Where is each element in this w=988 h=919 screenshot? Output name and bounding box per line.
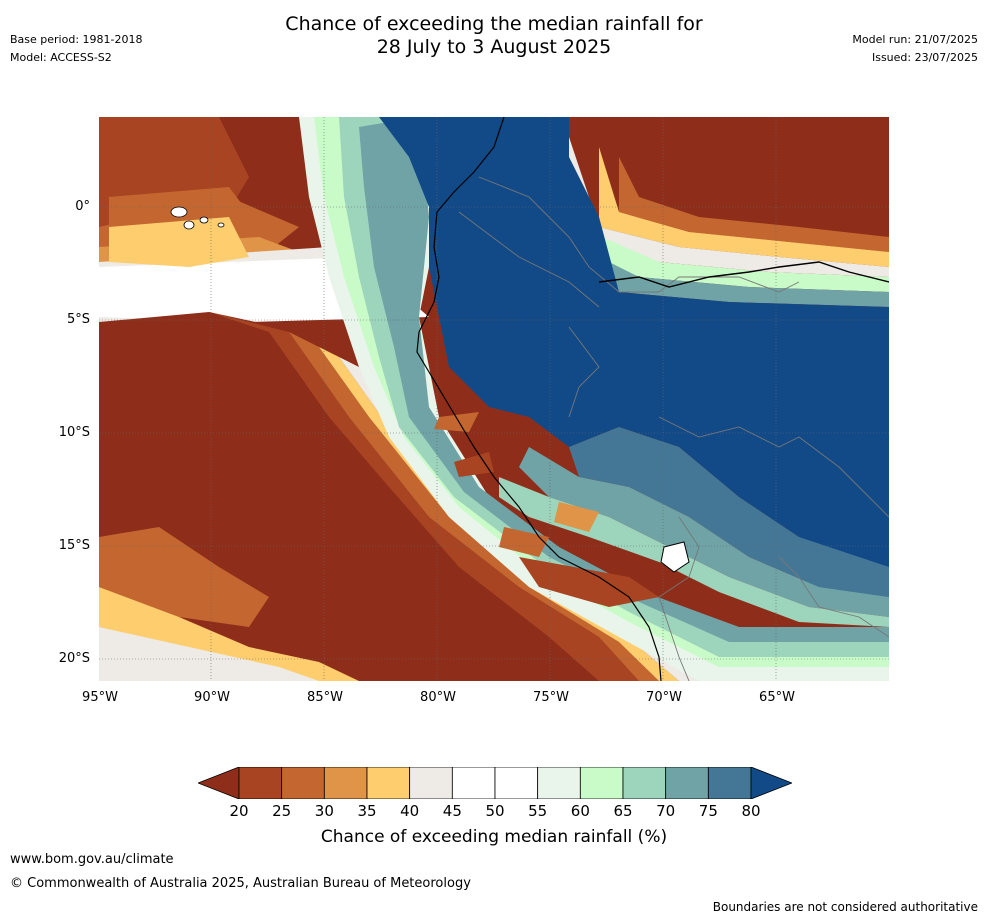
colorbar-tick-label: 55 xyxy=(528,802,548,820)
colorbar-box xyxy=(323,766,368,800)
dry-edge-30 xyxy=(289,332,659,681)
colorbar-box xyxy=(579,766,624,800)
southwest-patch-30 xyxy=(99,527,269,627)
wet-band-75 xyxy=(359,117,889,642)
lat-label-0: 0° xyxy=(75,199,90,214)
rainfall-map xyxy=(99,117,889,681)
dry-band-north xyxy=(619,117,889,237)
colorbar-tick-label: 50 xyxy=(485,802,505,820)
island-3 xyxy=(199,216,209,224)
colorbar-box xyxy=(451,766,496,800)
colorbar-tick-label: 45 xyxy=(442,802,462,820)
coastal-dry-streak-1 xyxy=(434,412,479,432)
footer-url[interactable]: www.bom.gov.au/climate xyxy=(10,852,174,867)
dry-band-north-30 xyxy=(619,157,889,252)
model-run-text: Model run: 21/07/2025 xyxy=(852,33,978,46)
colorbar-tick-label: 65 xyxy=(613,802,633,820)
wet-band-north-65 xyxy=(579,227,889,292)
colorbar-tick-label: 75 xyxy=(698,802,718,820)
lon-label-90w: 90°W xyxy=(194,690,230,705)
island-1 xyxy=(170,206,188,218)
amazon-river xyxy=(598,261,889,288)
base-period-text: Base period: 1981-2018 xyxy=(10,33,143,46)
colorbar-tick-label: 35 xyxy=(357,802,377,820)
island-4 xyxy=(217,222,225,228)
map-title: Chance of exceeding the median rainfall … xyxy=(0,13,988,59)
dry-edge-40 xyxy=(319,347,679,681)
map-frame xyxy=(99,117,889,681)
lake-titicaca xyxy=(660,541,690,573)
colorbar-box xyxy=(622,766,667,800)
galapagos-islands xyxy=(170,206,225,230)
lat-label-10s: 10°S xyxy=(58,425,90,440)
lon-label-65w: 65°W xyxy=(759,690,795,705)
wet-band-east-80 xyxy=(569,427,889,597)
colorbar-tick-label: 40 xyxy=(400,802,420,820)
colorbar-over-arrow xyxy=(750,766,794,800)
colorbar-box xyxy=(238,766,283,800)
colorbar-tick-label: 80 xyxy=(741,802,761,820)
lon-label-70w: 70°W xyxy=(646,690,682,705)
colorbar-graphic xyxy=(196,766,794,800)
lat-label-15s: 15°S xyxy=(58,538,90,553)
colorbar-box xyxy=(665,766,709,800)
dry-band-north-40 xyxy=(599,147,889,267)
metadata-right: Model run: 21/07/2025 Issued: 23/07/2025 xyxy=(852,31,978,67)
colorbar-box xyxy=(537,766,581,800)
colorbar-tick-label: 30 xyxy=(314,802,334,820)
coastal-dry-streak-5 xyxy=(554,502,599,532)
lon-label-75w: 75°W xyxy=(533,690,569,705)
lat-label-5s: 5°S xyxy=(66,312,90,327)
title-line-1: Chance of exceeding the median rainfall … xyxy=(285,13,703,35)
wet-region-main xyxy=(379,117,889,567)
issued-text: Issued: 23/07/2025 xyxy=(871,51,978,64)
colorbar-box xyxy=(494,766,539,800)
colorbar-box xyxy=(707,766,752,800)
coastal-dry-streak-4 xyxy=(519,557,659,607)
neutral-band-north xyxy=(569,137,889,277)
colorbar-under-arrow xyxy=(196,766,240,800)
lon-label-80w: 80°W xyxy=(420,690,456,705)
colorbar xyxy=(196,766,794,800)
lon-label-95w: 95°W xyxy=(82,690,118,705)
colorbar-box xyxy=(281,766,325,800)
colorbar-tick-label: 20 xyxy=(229,802,249,820)
colorbar-title: Chance of exceeding median rainfall (%) xyxy=(320,827,668,847)
lon-label-85w: 85°W xyxy=(307,690,343,705)
graticule xyxy=(99,117,889,681)
coastline xyxy=(416,117,662,681)
wet-band-north-75 xyxy=(599,257,889,307)
footer-note: Boundaries are not considered authoritat… xyxy=(712,900,978,914)
colorbar-boxes xyxy=(238,766,752,800)
colorbar-tick-label: 25 xyxy=(272,802,292,820)
galapagos-light-patch xyxy=(109,217,249,267)
island-2 xyxy=(183,220,195,230)
coastal-dry-streak-2 xyxy=(454,452,494,477)
colorbar-box xyxy=(366,766,411,800)
southwest-patch-45 xyxy=(99,627,319,681)
model-text: Model: ACCESS-S2 xyxy=(10,51,112,64)
dry-edge-25 xyxy=(209,312,639,681)
title-line-2: 28 July to 3 August 2025 xyxy=(376,36,612,58)
colorbar-tick-label: 60 xyxy=(570,802,590,820)
footer-copyright: © Commonwealth of Australia 2025, Austra… xyxy=(10,876,471,891)
colorbar-box xyxy=(409,766,453,800)
lat-label-20s: 20°S xyxy=(58,651,90,666)
coastal-dry-streak-3 xyxy=(499,527,549,557)
metadata-left: Base period: 1981-2018 Model: ACCESS-S2 xyxy=(10,31,142,67)
colorbar-tick-label: 70 xyxy=(656,802,676,820)
wet-band-east-75 xyxy=(519,447,889,617)
